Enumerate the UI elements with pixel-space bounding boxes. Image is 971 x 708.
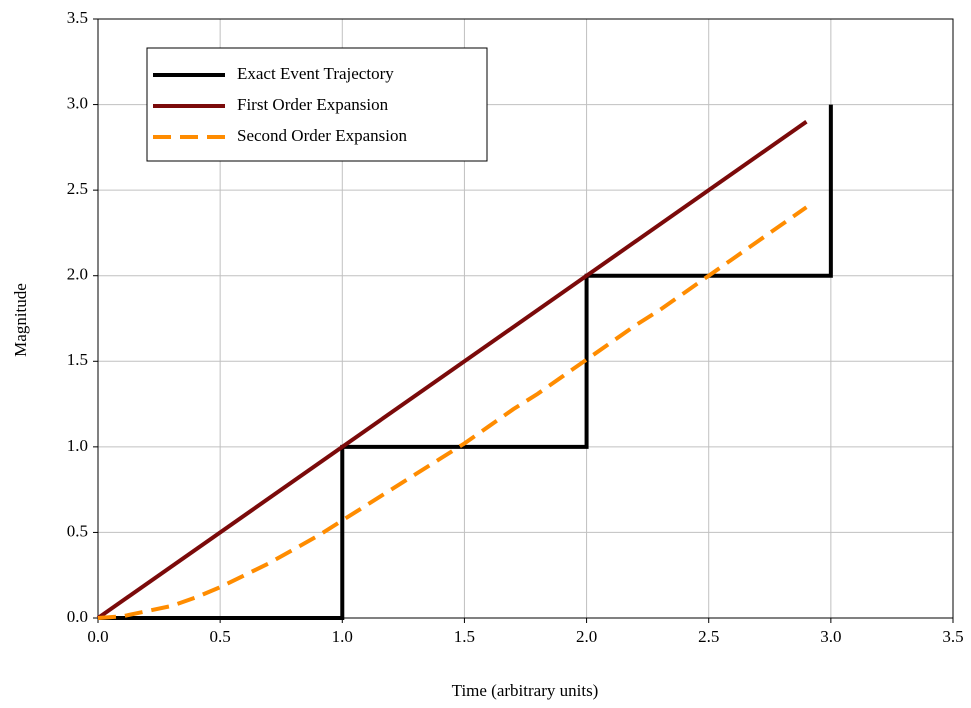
series-line bbox=[98, 104, 833, 620]
x-tick-label: 0.5 bbox=[210, 627, 231, 646]
y-tick-label: 0.5 bbox=[67, 521, 88, 540]
legend-label: First Order Expansion bbox=[237, 95, 389, 114]
x-tick-label: 1.0 bbox=[332, 627, 353, 646]
x-tick-label: 3.5 bbox=[942, 627, 963, 646]
series-line bbox=[96, 120, 808, 620]
y-tick-label: 2.0 bbox=[67, 265, 88, 284]
x-tick-label: 3.0 bbox=[820, 627, 841, 646]
plot-frame bbox=[97, 18, 954, 619]
y-tick-label: 1.5 bbox=[67, 350, 88, 369]
x-tick-label: 2.0 bbox=[576, 627, 597, 646]
y-tick-label: 2.5 bbox=[67, 179, 88, 198]
x-tick-label: 2.5 bbox=[698, 627, 719, 646]
x-tick-label: 1.5 bbox=[454, 627, 475, 646]
y-tick-label: 3.0 bbox=[67, 93, 88, 112]
x-axis-label: Time (arbitrary units) bbox=[452, 681, 599, 700]
legend: Exact Event Trajectory First Order Expans… bbox=[146, 47, 488, 162]
y-tick-label: 0.0 bbox=[67, 607, 88, 626]
y-axis-label: Magnitude bbox=[11, 283, 30, 357]
legend-label: Second Order Expansion bbox=[237, 126, 407, 145]
series-line bbox=[97, 205, 808, 620]
x-tick-label: 0.0 bbox=[87, 627, 108, 646]
legend-label: Exact Event Trajectory bbox=[237, 64, 394, 83]
y-tick-label: 1.0 bbox=[67, 436, 88, 455]
y-tick-label: 3.5 bbox=[67, 8, 88, 27]
